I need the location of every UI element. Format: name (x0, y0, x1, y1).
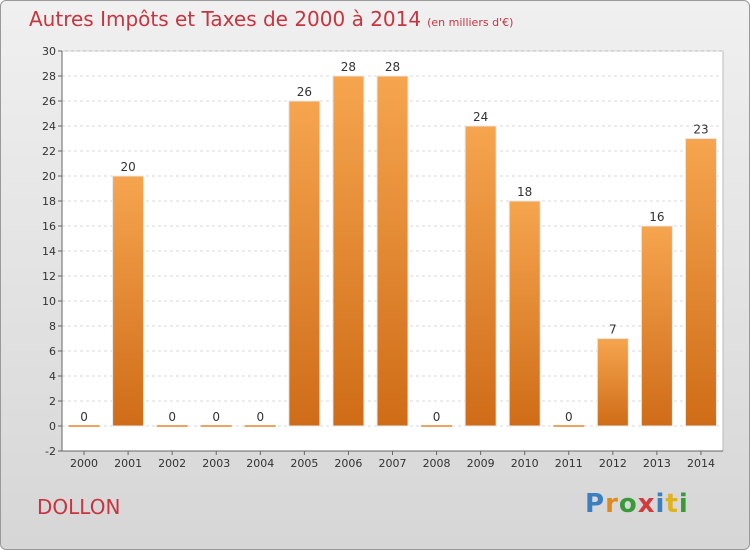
title-text: Autres Impôts et Taxes de 2000 à 2014 (29, 7, 422, 31)
logo-letter: i (678, 489, 689, 519)
y-tick-label: 2 (49, 395, 56, 408)
y-tick-label: 30 (42, 45, 56, 58)
data-label: 18 (517, 185, 532, 199)
y-tick-label: 20 (42, 170, 56, 183)
proxiti-logo: Proxiti (585, 489, 689, 519)
x-tick-label: 2001 (114, 457, 142, 470)
x-tick-label: 2008 (423, 457, 451, 470)
y-tick-label: 16 (42, 220, 56, 233)
bar (464, 125, 497, 427)
y-tick-label: 0 (49, 420, 56, 433)
data-label: 0 (212, 410, 220, 424)
y-tick-label: 22 (42, 145, 56, 158)
logo-letter: t (665, 489, 679, 519)
y-tick-label: 6 (49, 345, 56, 358)
bar (596, 338, 629, 427)
x-tick-label: 2004 (246, 457, 274, 470)
data-label: 26 (297, 85, 312, 99)
x-tick-label: 2014 (687, 457, 715, 470)
y-tick-label: -2 (45, 445, 56, 458)
x-tick-label: 2009 (467, 457, 495, 470)
data-label: 0 (433, 410, 441, 424)
x-tick-label: 2000 (70, 457, 98, 470)
data-label: 0 (168, 410, 176, 424)
data-label: 7 (609, 323, 617, 337)
y-tick-label: 26 (42, 95, 56, 108)
bar (684, 138, 717, 427)
bar (332, 75, 365, 427)
bar (112, 175, 145, 427)
data-label: 23 (693, 123, 708, 137)
x-tick-label: 2012 (599, 457, 627, 470)
data-label: 0 (565, 410, 573, 424)
data-label: 16 (649, 210, 664, 224)
y-tick-label: 14 (42, 245, 56, 258)
logo-letter: P (585, 489, 606, 519)
y-tick-label: 10 (42, 295, 56, 308)
x-tick-label: 2002 (158, 457, 186, 470)
bar (508, 200, 541, 427)
city-name: DOLLON (37, 495, 121, 519)
y-tick-label: 18 (42, 195, 56, 208)
y-tick-label: 12 (42, 270, 56, 283)
data-label: 0 (256, 410, 264, 424)
logo-letter: r (605, 489, 619, 519)
data-label: 24 (473, 110, 488, 124)
bar (640, 225, 673, 427)
chart-subtitle: (en milliers d'€) (427, 16, 514, 29)
logo-letter: o (618, 489, 638, 519)
x-tick-label: 2006 (334, 457, 362, 470)
data-label: 28 (341, 60, 356, 74)
x-tick-label: 2011 (555, 457, 583, 470)
chart-title: Autres Impôts et Taxes de 2000 à 2014 (en… (29, 7, 513, 31)
data-label: 0 (80, 410, 88, 424)
data-label: 28 (385, 60, 400, 74)
x-tick-label: 2010 (511, 457, 539, 470)
logo-letter: x (637, 489, 656, 519)
logo-letter: i (655, 489, 666, 519)
bar (376, 75, 409, 427)
x-tick-label: 2003 (202, 457, 230, 470)
y-tick-label: 4 (49, 370, 56, 383)
bar (288, 100, 321, 427)
x-tick-label: 2005 (290, 457, 318, 470)
y-tick-label: 28 (42, 70, 56, 83)
x-tick-label: 2007 (379, 457, 407, 470)
y-tick-label: 8 (49, 320, 56, 333)
data-label: 20 (120, 160, 135, 174)
y-tick-label: 24 (42, 120, 56, 133)
x-tick-label: 2013 (643, 457, 671, 470)
